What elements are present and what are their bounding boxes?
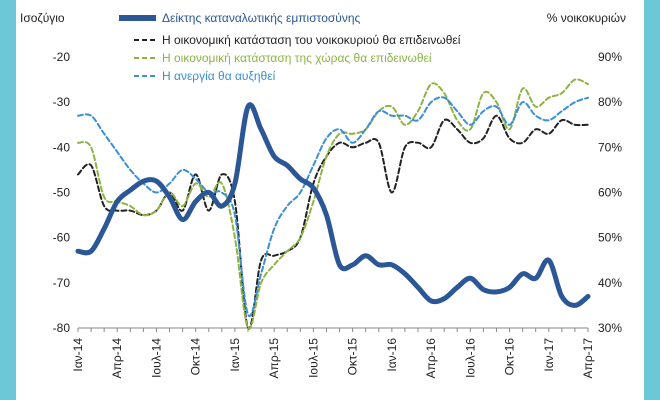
y-right-tick-label: 30% [598, 321, 622, 335]
y-left-tick-label: -50 [53, 186, 71, 200]
y-right-tick-label: 70% [598, 140, 622, 154]
y-right-tick-label: 40% [598, 276, 622, 290]
y-left-tick-label: -40 [53, 140, 71, 154]
x-tick-label: Ιουλ-16 [463, 338, 477, 378]
left-axis-title: Ισοζύγιο [20, 11, 65, 25]
x-tick-label: Οκτ-15 [346, 338, 360, 376]
x-tick-label: Ιαν-15 [228, 338, 242, 372]
y-right-tick-label: 50% [598, 231, 622, 245]
legend-label: Η οικονομική κατάσταση του νοικοκυριού θ… [162, 33, 461, 47]
y-right-tick-label: 60% [598, 186, 622, 200]
line-chart: Ισοζύγιο % νοικοκυριών -20 -30 -40 -50 -60 -70 -… [20, 11, 626, 379]
x-tick-label: Απρ-15 [267, 338, 281, 379]
legend-label: Η οικονομική κατάσταση της χώρας θα επιδ… [162, 51, 432, 65]
right-axis-title: % νοικοκυριών [547, 11, 626, 25]
y-left-tick-label: -80 [53, 321, 71, 335]
chart-panel: Ισοζύγιο % νοικοκυριών -20 -30 -40 -50 -60 -70 -… [16, 0, 644, 400]
y-right-tick-label: 90% [598, 50, 622, 64]
x-tick-label: Απρ-16 [424, 338, 438, 379]
x-tick-label: Οκτ-16 [503, 338, 517, 376]
x-tick-label: Οκτ-14 [189, 338, 203, 376]
y-left-tick-label: -70 [53, 276, 71, 290]
x-tick-label: Ιουλ-15 [306, 338, 320, 378]
legend-label: Δείκτης καταναλωτικής εμπιστοσύνης [162, 11, 361, 25]
y-left-tick-label: -60 [53, 231, 71, 245]
legend-label: Η ανεργία θα αυξηθεί [162, 69, 276, 83]
x-tick-label: Ιουλ-14 [149, 338, 163, 378]
x-tick-label: Ιαν-16 [385, 338, 399, 372]
series-line [75, 102, 591, 308]
x-tick-label: Απρ-14 [110, 338, 124, 379]
series-line [77, 114, 589, 330]
x-tick-label: Ιαν-17 [542, 338, 556, 372]
x-tick-label: Ιαν-14 [71, 338, 85, 372]
y-left-tick-label: -20 [53, 50, 71, 64]
y-left-tick-label: -30 [53, 95, 71, 109]
series-line [77, 78, 589, 330]
x-tick-label: Απρ-17 [581, 338, 595, 379]
y-right-tick-label: 80% [598, 95, 622, 109]
